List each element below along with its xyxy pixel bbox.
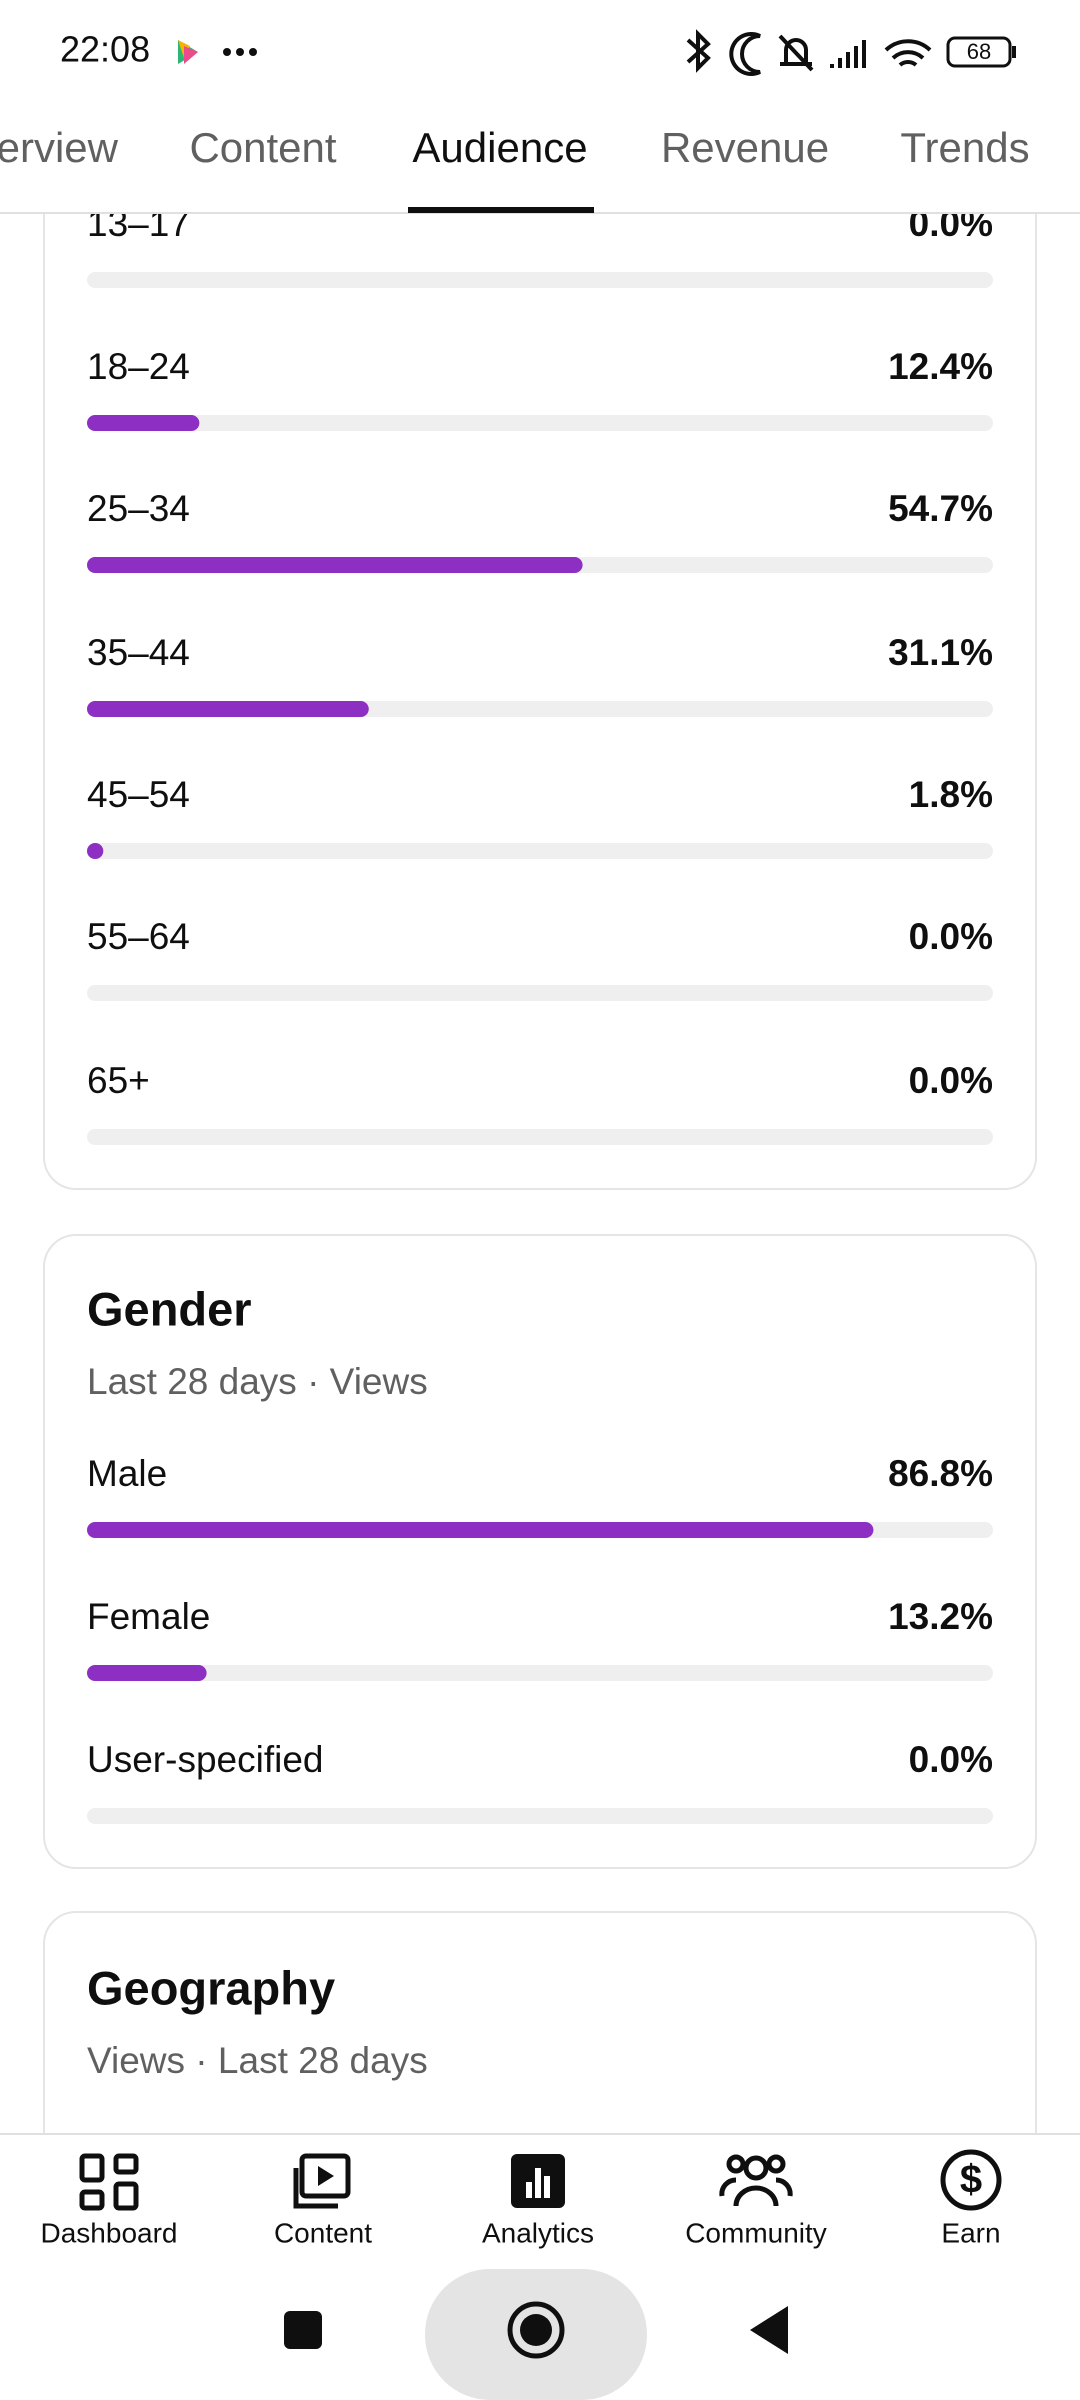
bottom-navigation: $ Dashboard Content Analytics Community Earn: [0, 2133, 1080, 2400]
gender-card: [43, 1234, 1037, 1869]
bar-fill: [87, 557, 583, 573]
row-label: 65+: [87, 1060, 150, 1101]
row-percent: 0.0%: [909, 916, 993, 957]
bar-fill: [87, 1522, 874, 1538]
bar-track: [87, 843, 993, 859]
row-percent: 54.7%: [888, 488, 993, 529]
bar-track: [87, 1129, 993, 1145]
row-label: Female: [87, 1596, 210, 1637]
battery-level: 68: [967, 39, 991, 64]
tab[interactable]: Audience: [412, 124, 587, 171]
nav-label[interactable]: Dashboard: [41, 2217, 178, 2248]
bar-track: [87, 1665, 993, 1681]
tab[interactable]: Content: [189, 124, 336, 171]
bar-fill: [87, 701, 369, 717]
row-label: Male: [87, 1453, 167, 1494]
tab[interactable]: Trends: [900, 124, 1029, 171]
row-percent: 13.2%: [888, 1596, 993, 1637]
row-percent: 0.0%: [909, 1739, 993, 1780]
nav-label[interactable]: Earn: [941, 2217, 1000, 2248]
status-time: 22:08: [60, 29, 150, 70]
row-percent: 86.8%: [888, 1453, 993, 1494]
gender-title: Gender: [87, 1282, 252, 1335]
top-bar: 22:08 68 Overview Content Audience Revenue T…: [0, 0, 1080, 214]
bar-track: [87, 1808, 993, 1824]
bar-fill: [87, 415, 200, 431]
tab-indicator: [408, 207, 594, 213]
row-label: 18–24: [87, 346, 190, 387]
bar-fill: [87, 1665, 207, 1681]
row-percent: 0.0%: [909, 1060, 993, 1101]
row-percent: 1.8%: [909, 774, 993, 815]
app-notification-icon: [178, 40, 198, 64]
analytics-bars: [526, 2168, 550, 2198]
bar-track: [87, 415, 993, 431]
geography-title: Geography: [87, 1961, 335, 2014]
bar-fill: [87, 843, 104, 859]
bar-track: [87, 272, 993, 288]
bar-track: [87, 985, 993, 1001]
system-nav: [284, 2269, 788, 2400]
earn-icon-symbol: $: [960, 2158, 982, 2202]
nav-icons: [79, 2149, 1002, 2211]
tab[interactable]: Revenue: [661, 124, 829, 171]
row-label: 45–54: [87, 774, 190, 815]
status-icons: [686, 29, 1016, 76]
geography-subtitle: Views · Last 28 days: [87, 2040, 428, 2081]
tab[interactable]: Overview: [0, 124, 119, 171]
nav-label[interactable]: Community: [685, 2217, 827, 2248]
row-label: 25–34: [87, 488, 190, 529]
row-percent: 31.1%: [888, 632, 993, 673]
nav-label[interactable]: Analytics: [482, 2217, 594, 2248]
row-label: 55–64: [87, 916, 190, 957]
row-label: 35–44: [87, 632, 190, 673]
row-percent: 12.4%: [888, 346, 993, 387]
gender-subtitle: Last 28 days · Views: [87, 1361, 428, 1402]
row-label: User-specified: [87, 1739, 323, 1780]
top-bar-bg: [0, 0, 1080, 213]
nav-label[interactable]: Content: [274, 2217, 372, 2248]
more-icon: [223, 48, 257, 56]
